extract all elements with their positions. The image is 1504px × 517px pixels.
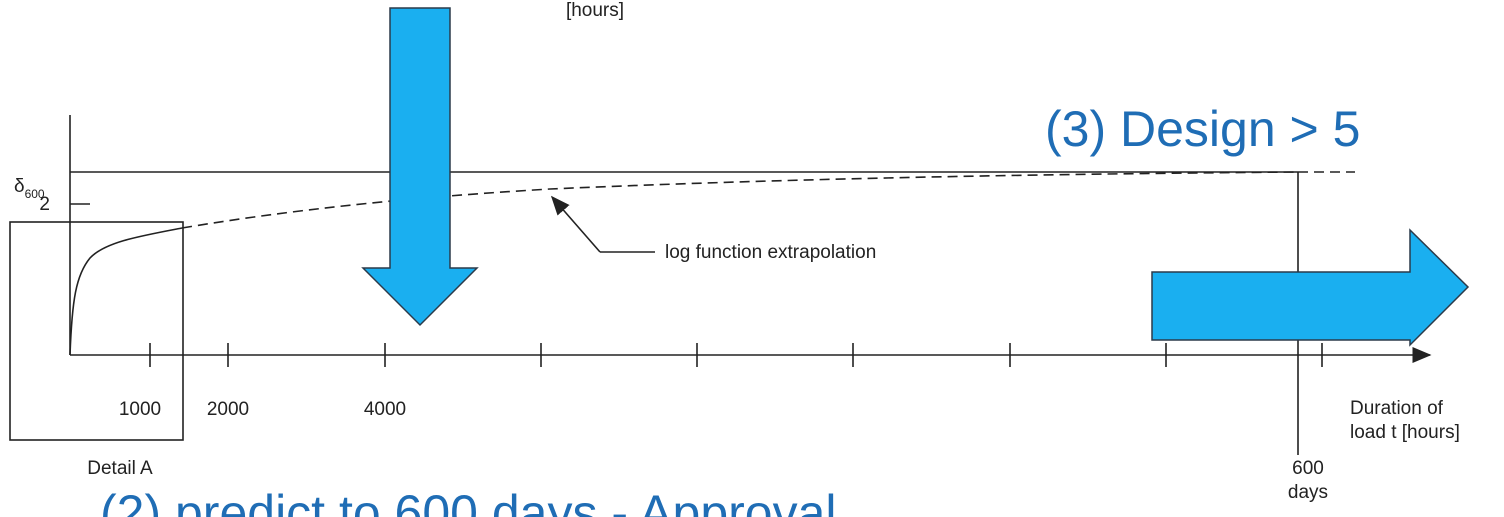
detail-label: Detail A <box>87 458 153 479</box>
annotation: log function extrapolation <box>665 242 876 263</box>
curve <box>69 171 1299 356</box>
end-tick: days <box>1288 482 1328 503</box>
right-arrow <box>1151 228 1470 347</box>
unit-label: [hours] <box>566 0 624 21</box>
x-title: Duration of <box>1350 398 1444 419</box>
end-tick: 600 <box>1292 458 1324 479</box>
x-tick: 1000 <box>119 399 161 420</box>
footer-text: (2) predict to 600 days - Approval <box>100 485 837 517</box>
down-arrow <box>361 7 479 327</box>
x-tick: 4000 <box>364 399 406 420</box>
detail-box <box>9 221 184 441</box>
design-text: (3) Design > 5 <box>1045 101 1360 157</box>
x-title: load t [hours] <box>1350 422 1460 443</box>
y-label: δ600 <box>14 176 45 201</box>
x-tick: 2000 <box>207 399 249 420</box>
y-tick: 2 <box>39 194 50 215</box>
